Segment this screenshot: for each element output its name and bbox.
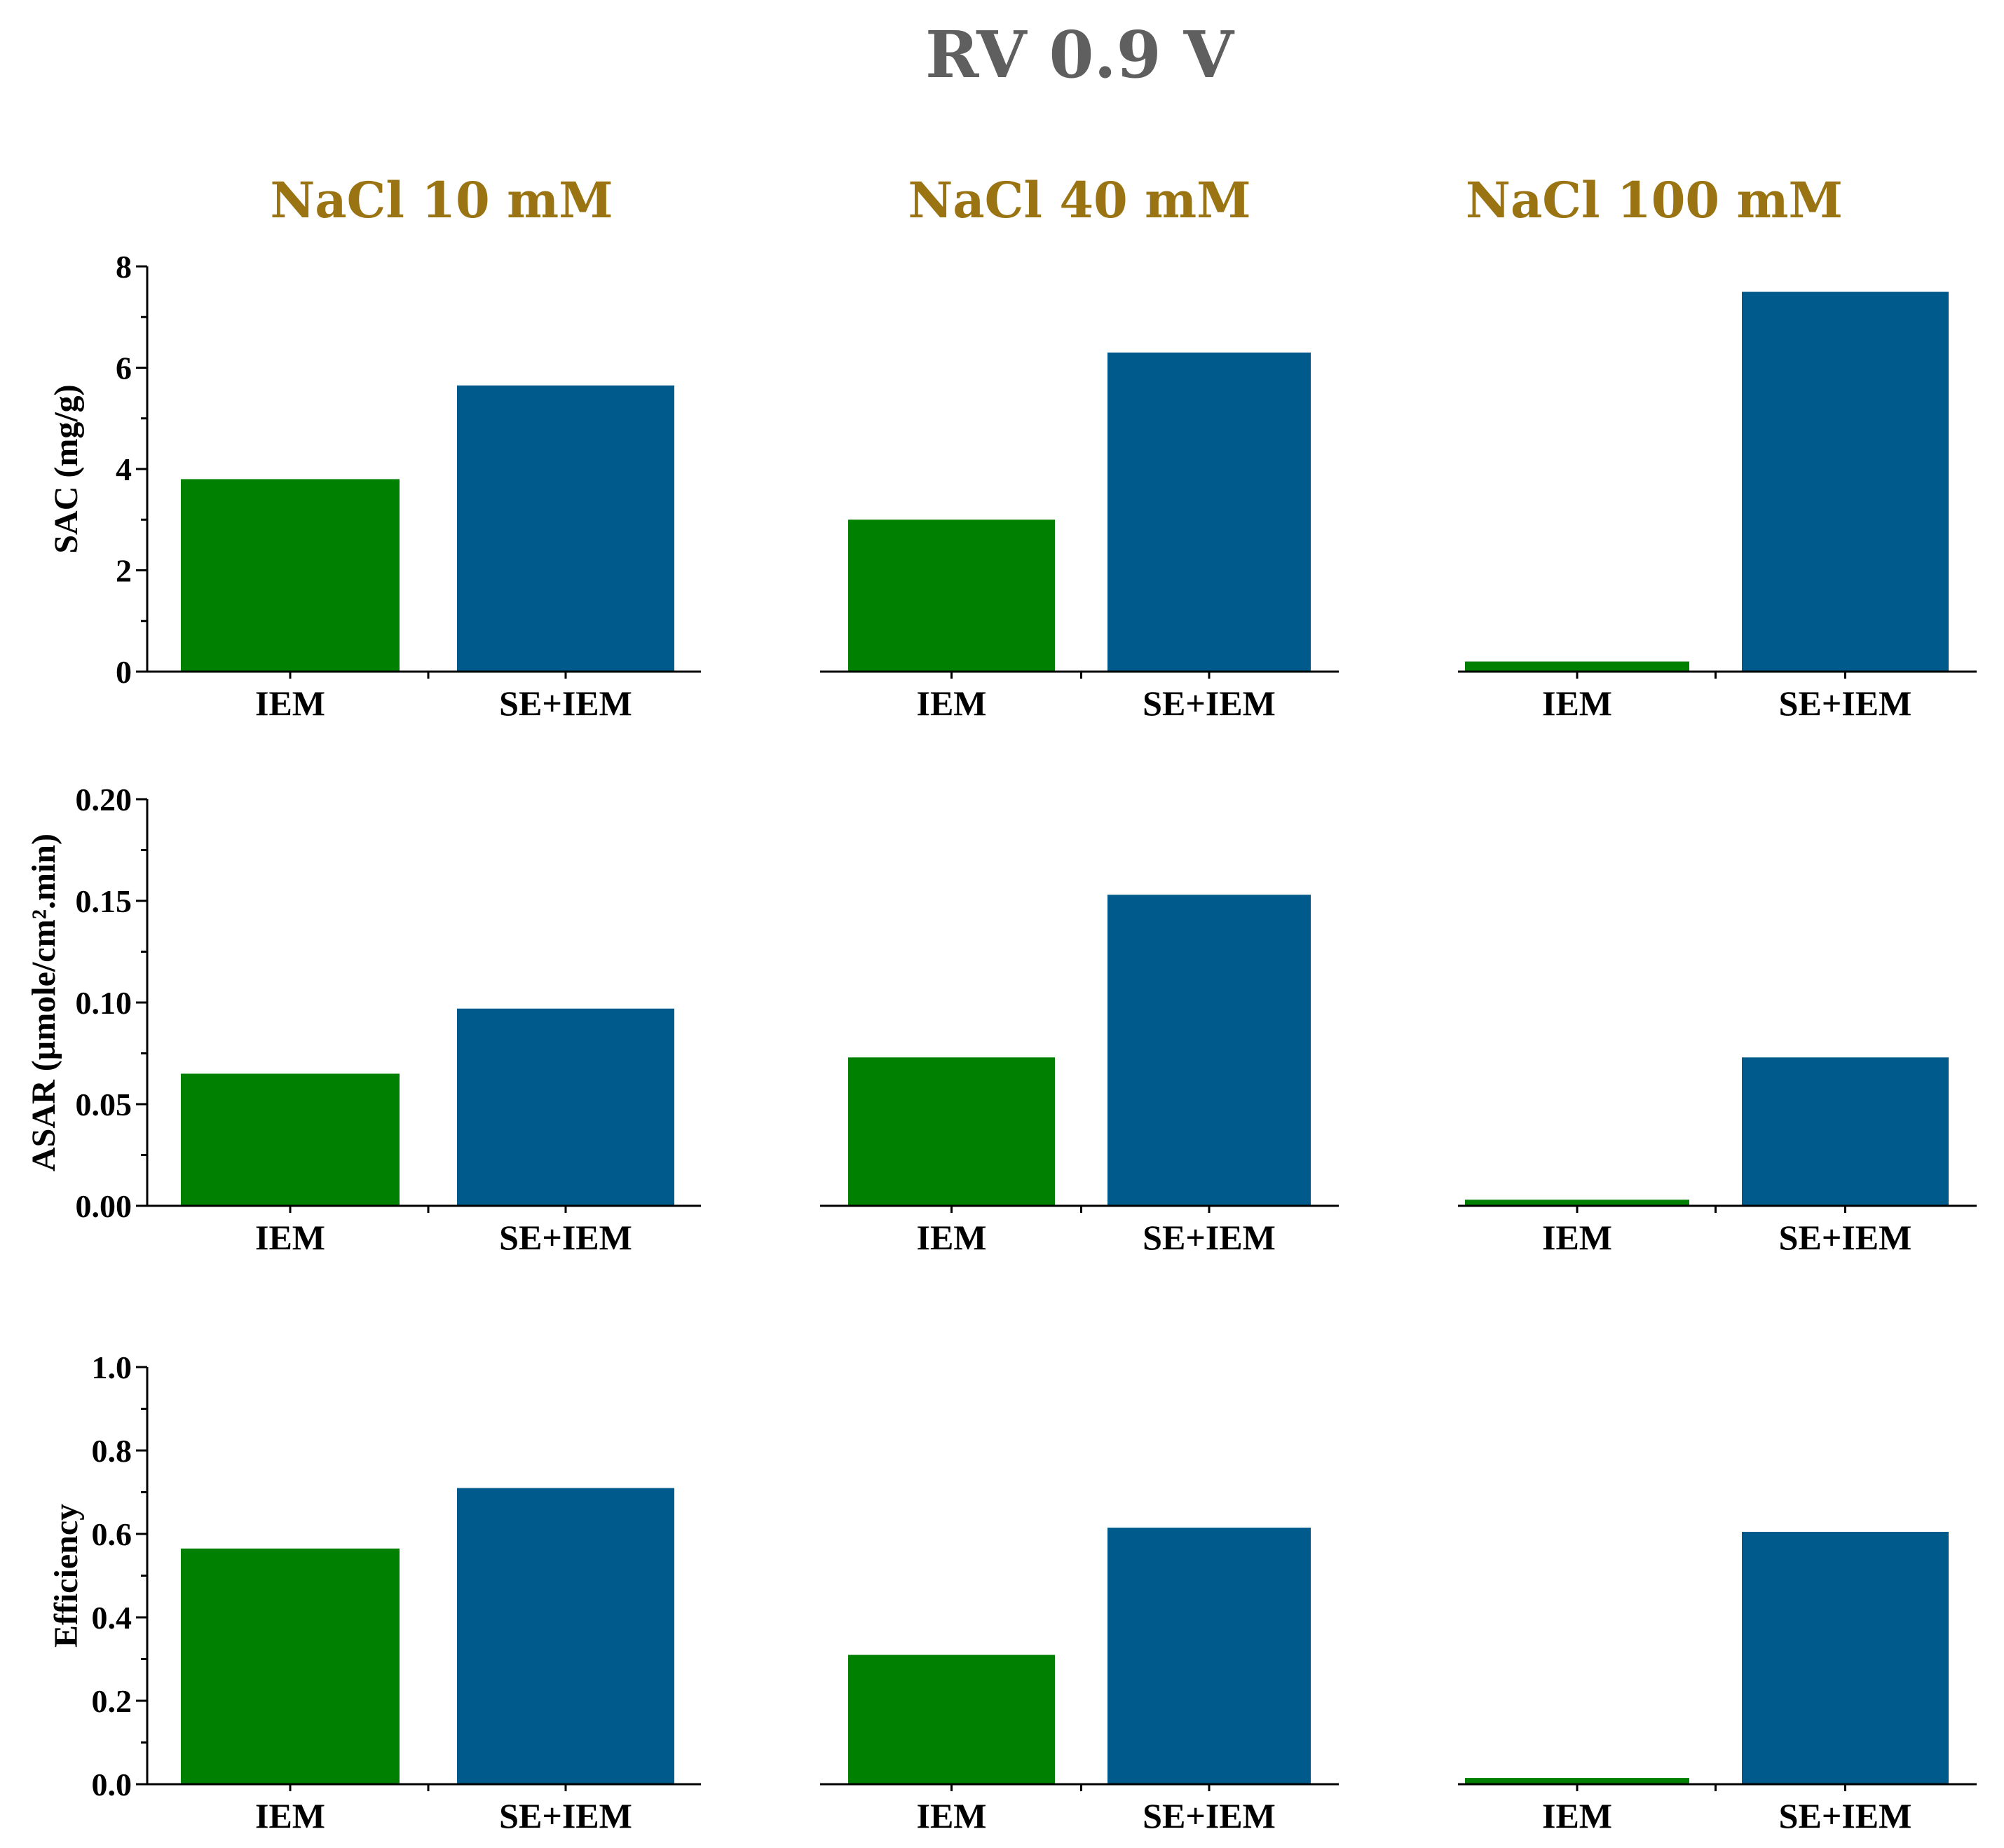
y-axis-label: SAC (mg/g) xyxy=(48,384,85,553)
category-label: SE+IEM xyxy=(1143,1796,1276,1835)
column-title-1: NaCl 10 mM xyxy=(270,171,613,229)
category-label: SE+IEM xyxy=(1143,684,1276,723)
y-tick-label: 0.2 xyxy=(92,1683,132,1719)
category-label: SE+IEM xyxy=(499,684,632,723)
figure-title: RV 0.9 V xyxy=(925,17,1235,93)
bar-se-iem xyxy=(1107,895,1311,1206)
category-label: IEM xyxy=(917,1218,987,1257)
category-label: IEM xyxy=(1542,1218,1612,1257)
category-label: SE+IEM xyxy=(499,1796,632,1835)
category-label: SE+IEM xyxy=(1143,1218,1276,1257)
panel-r3-c1: IEM SE+IEM 0.0 0.2 0.4 0.6 0.8 1.0 Efficiency xyxy=(48,1350,701,1835)
panel-r2-c1: IEM SE+IEM 0.00 0.05 0.10 0.15 0.20 ASAR (µmole… xyxy=(25,782,701,1257)
bar-iem xyxy=(181,1073,400,1206)
bar-se-iem xyxy=(457,1488,674,1784)
y-axis-label: ASAR (µmole/cm².min) xyxy=(25,834,62,1171)
bar-iem xyxy=(848,1057,1055,1206)
category-label: SE+IEM xyxy=(1779,1218,1912,1257)
y-tick-label: 0 xyxy=(116,654,132,690)
panel-r2-c3: IEM SE+IEM xyxy=(1458,1057,1977,1257)
category-label: IEM xyxy=(917,684,987,723)
panel-r2-c2: IEM SE+IEM xyxy=(820,895,1339,1257)
category-label: IEM xyxy=(255,684,325,723)
column-title-2: NaCl 40 mM xyxy=(908,171,1250,229)
panel-r1-c2: IEM SE+IEM xyxy=(820,352,1339,723)
y-axis-label: Efficiency xyxy=(48,1504,85,1647)
bar-iem xyxy=(848,1655,1055,1784)
panel-r3-c2: IEM SE+IEM xyxy=(820,1528,1339,1835)
y-tick-label: 0.05 xyxy=(76,1087,132,1122)
bar-se-iem xyxy=(1742,1532,1949,1784)
category-label: IEM xyxy=(1542,1796,1612,1835)
panel-r3-c3: IEM SE+IEM xyxy=(1458,1532,1977,1835)
bar-se-iem xyxy=(1742,292,1949,672)
bar-se-iem xyxy=(1742,1057,1949,1206)
y-tick-label: 2 xyxy=(116,553,132,589)
y-tick-label: 6 xyxy=(116,351,132,386)
panel-r1-c1: IEM SE+IEM 0 2 4 6 8 SAC (mg/g) xyxy=(48,249,701,723)
category-label: SE+IEM xyxy=(499,1218,632,1257)
y-tick-label: 8 xyxy=(116,249,132,285)
category-label: IEM xyxy=(917,1796,987,1835)
y-tick-label: 1.0 xyxy=(92,1350,132,1385)
bar-iem xyxy=(1465,1778,1689,1784)
category-label: SE+IEM xyxy=(1779,684,1912,723)
y-tick-label: 0.6 xyxy=(92,1516,132,1552)
category-label: IEM xyxy=(255,1796,325,1835)
y-tick-label: 0.0 xyxy=(92,1767,132,1802)
column-title-3: NaCl 100 mM xyxy=(1466,171,1843,229)
bar-se-iem xyxy=(1107,352,1311,672)
bar-iem xyxy=(1465,1200,1689,1206)
y-tick-label: 0.15 xyxy=(76,883,132,919)
y-tick-label: 0.10 xyxy=(76,985,132,1021)
bar-se-iem xyxy=(457,1008,674,1206)
panels: IEM SE+IEM 0 2 4 6 8 SAC (mg/g) IEM SE+IEM IEM SE+I… xyxy=(25,249,1977,1835)
panel-r1-c3: IEM SE+IEM xyxy=(1458,292,1977,723)
y-tick-label: 0.00 xyxy=(76,1188,132,1224)
y-tick-label: 4 xyxy=(116,451,132,487)
y-tick-label: 0.8 xyxy=(92,1433,132,1469)
bar-iem xyxy=(181,1548,400,1784)
bar-se-iem xyxy=(457,385,674,672)
category-label: SE+IEM xyxy=(1779,1796,1912,1835)
category-label: IEM xyxy=(1542,684,1612,723)
y-tick-label: 0.20 xyxy=(76,782,132,817)
category-label: IEM xyxy=(255,1218,325,1257)
bar-iem xyxy=(848,519,1055,672)
bar-iem xyxy=(181,479,400,672)
y-tick-label: 0.4 xyxy=(92,1600,132,1636)
bar-se-iem xyxy=(1107,1528,1311,1784)
bar-iem xyxy=(1465,661,1689,672)
